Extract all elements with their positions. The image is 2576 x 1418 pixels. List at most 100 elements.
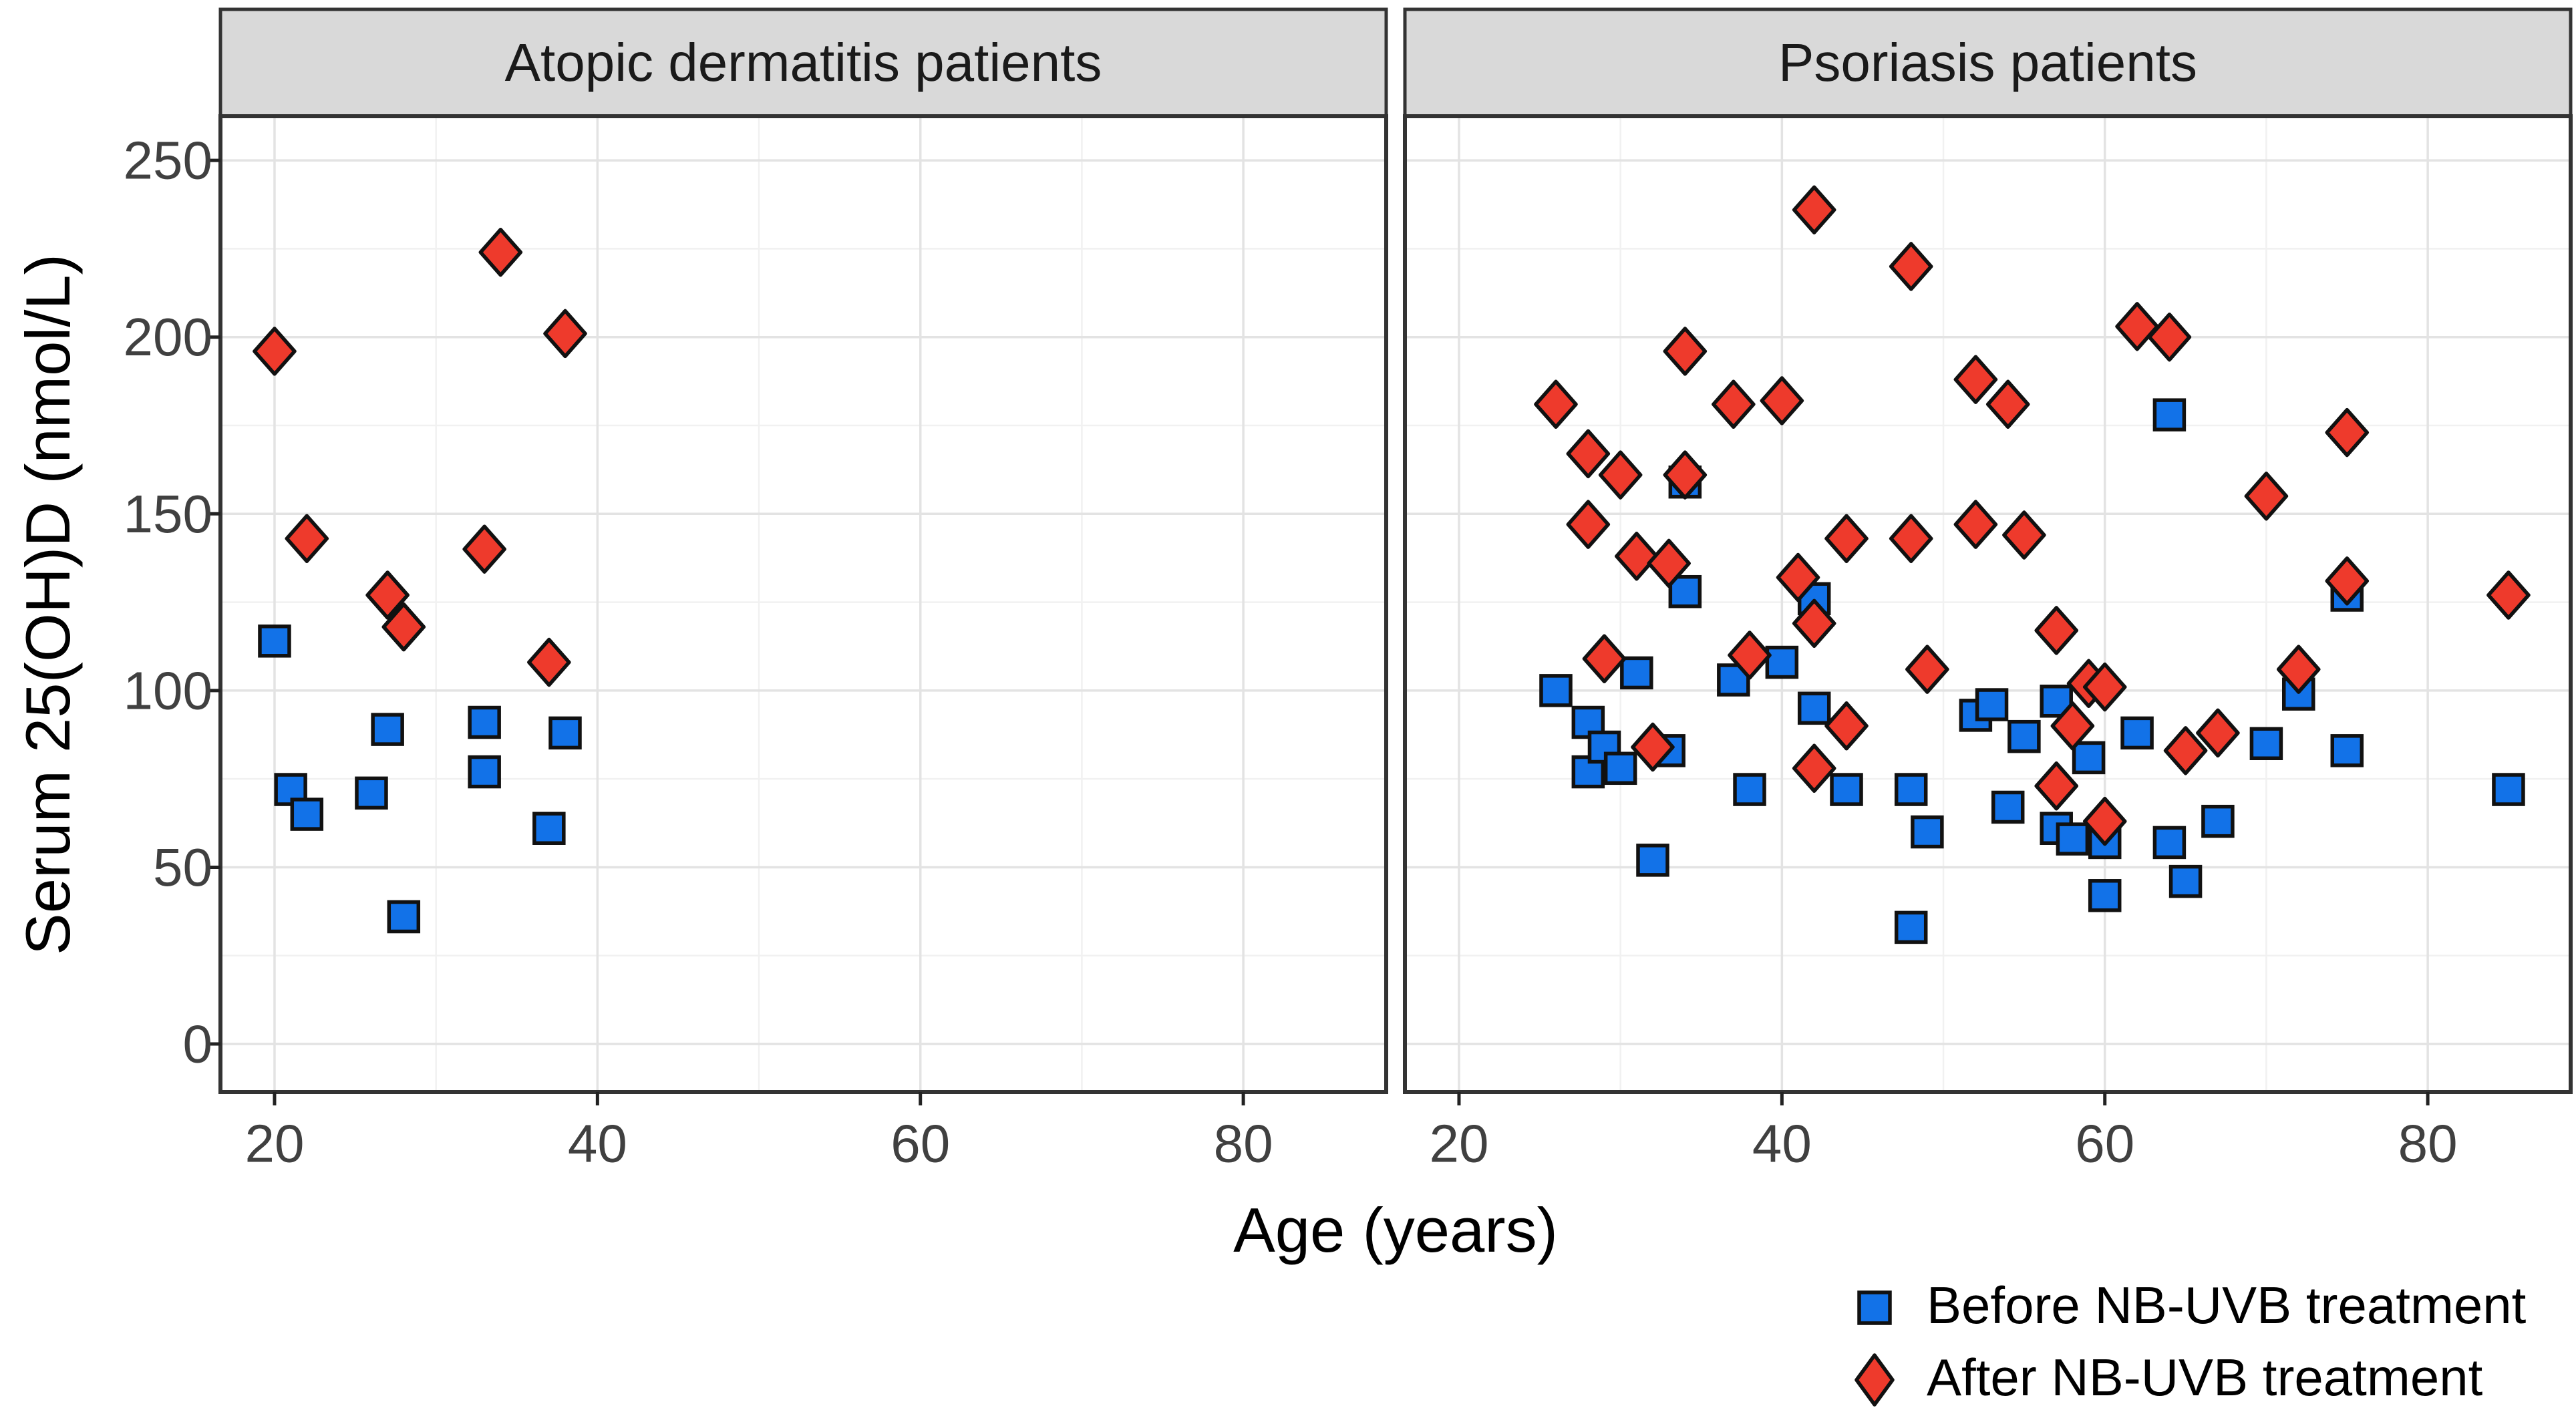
- y-tick-label: 50: [153, 838, 212, 897]
- point-after: [1824, 514, 1869, 564]
- point-before: [1991, 790, 2025, 824]
- point-after: [2196, 708, 2240, 758]
- point-after: [2486, 570, 2531, 620]
- point-after: [1663, 450, 1708, 500]
- point-after: [253, 327, 297, 376]
- point-before: [548, 716, 582, 750]
- point-before: [468, 755, 501, 789]
- point-after: [2082, 796, 2127, 846]
- point-after: [2147, 312, 2192, 362]
- panel-psoriasis-strip: [1403, 7, 2573, 118]
- point-before: [387, 900, 421, 934]
- x-tick-label: 80: [1214, 1114, 1273, 1174]
- point-after: [2277, 645, 2321, 694]
- point-before: [1603, 751, 1637, 785]
- point-after: [478, 227, 523, 277]
- point-before: [2152, 398, 2187, 431]
- point-before: [2168, 864, 2203, 898]
- point-before: [1668, 574, 1702, 608]
- panel-title-psoriasis: Psoriasis patients: [1778, 33, 2197, 92]
- point-before: [2072, 741, 2106, 775]
- panel-psoriasis-border: [1403, 114, 2573, 1094]
- y-tick-label: 250: [124, 131, 212, 190]
- point-after: [1792, 743, 1836, 793]
- point-before: [2201, 804, 2235, 838]
- legend-label-before: Before NB-UVB treatment: [1927, 1275, 2527, 1335]
- x-tick-label: 20: [1429, 1114, 1488, 1174]
- point-after: [2163, 726, 2208, 775]
- point-after: [1776, 552, 1820, 602]
- point-after: [527, 637, 571, 687]
- x-tick-label: 20: [245, 1114, 304, 1174]
- point-before: [1765, 645, 1799, 679]
- legend-marker-diamond: [1855, 1353, 1895, 1407]
- point-before: [1830, 773, 1863, 806]
- panel-psoriasis-bg: [1405, 116, 2571, 1092]
- x-tick-label: 80: [2398, 1114, 2458, 1174]
- point-before: [1894, 773, 1928, 806]
- point-after: [1647, 538, 1691, 588]
- point-after: [543, 309, 587, 359]
- point-before: [355, 776, 388, 810]
- panel-atopic-strip: [218, 7, 1388, 118]
- point-after: [1615, 532, 1659, 581]
- x-tick-label: 60: [2075, 1114, 2134, 1174]
- y-tick-label: 150: [124, 484, 212, 544]
- panel-title-atopic-dermatitis: Atopic dermatitis patients: [504, 33, 1102, 92]
- point-after: [1889, 514, 1933, 564]
- point-after: [1760, 376, 1804, 425]
- point-before: [2088, 879, 2122, 912]
- point-after: [381, 602, 426, 652]
- point-before: [2056, 822, 2090, 856]
- x-tick-label: 60: [891, 1114, 950, 1174]
- point-before: [1797, 691, 1831, 725]
- point-after: [2325, 556, 2370, 606]
- point-after: [2034, 606, 2078, 655]
- point-before: [1636, 844, 1669, 877]
- point-before: [1911, 815, 1944, 849]
- point-after: [1663, 327, 1708, 376]
- point-after: [1985, 379, 2030, 429]
- point-after: [1953, 355, 1998, 404]
- point-before: [1620, 656, 1653, 690]
- point-after: [1905, 645, 1949, 694]
- point-after: [285, 514, 329, 564]
- point-after: [1598, 450, 1643, 500]
- y-tick-label: 0: [183, 1015, 213, 1074]
- legend-label-after: After NB-UVB treatment: [1927, 1347, 2483, 1407]
- legend-marker-square: [1857, 1290, 1892, 1325]
- point-before: [2120, 716, 2154, 750]
- point-after: [365, 570, 410, 620]
- point-before: [2249, 727, 2283, 761]
- point-after: [2050, 701, 2095, 751]
- point-after: [1953, 500, 1998, 549]
- x-axis-title: Age (years): [1233, 1195, 1558, 1265]
- point-after: [2244, 472, 2289, 521]
- x-tick-label: 40: [568, 1114, 627, 1174]
- panel-atopic-border: [218, 114, 1388, 1094]
- y-tick-label: 200: [124, 307, 212, 367]
- point-before: [468, 705, 501, 739]
- point-after: [2002, 510, 2046, 560]
- point-before: [1733, 773, 1766, 806]
- point-before: [2330, 734, 2364, 767]
- point-before: [2152, 826, 2187, 860]
- point-before: [290, 797, 324, 831]
- point-after: [462, 524, 506, 574]
- point-after: [2325, 407, 2370, 458]
- point-before: [1975, 688, 2009, 721]
- point-after: [1792, 598, 1836, 649]
- point-after: [1792, 185, 1836, 234]
- point-after: [1824, 701, 1869, 751]
- point-after: [1566, 500, 1611, 549]
- point-before: [1894, 910, 1928, 944]
- point-after: [1534, 379, 1578, 429]
- point-before: [532, 812, 566, 845]
- point-after: [2115, 302, 2159, 351]
- point-before: [1539, 674, 1573, 707]
- point-after: [2034, 761, 2078, 811]
- point-before: [2040, 685, 2073, 718]
- point-after: [1712, 379, 1756, 429]
